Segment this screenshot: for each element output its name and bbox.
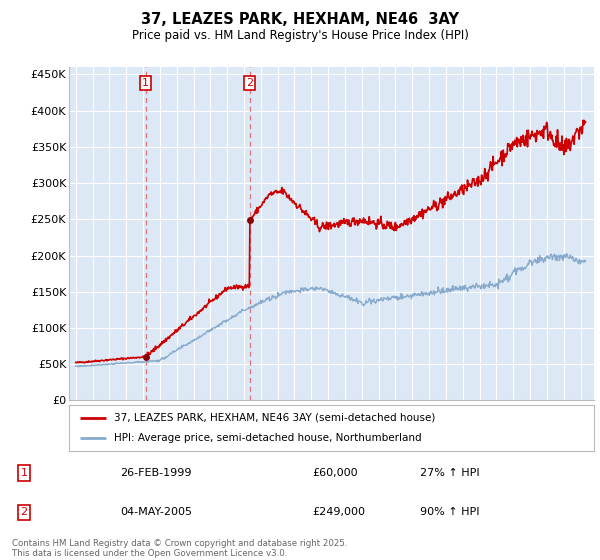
Text: 1: 1	[142, 78, 149, 88]
Text: 1: 1	[20, 468, 28, 478]
Text: HPI: Average price, semi-detached house, Northumberland: HPI: Average price, semi-detached house,…	[113, 433, 421, 443]
Text: 2: 2	[246, 78, 253, 88]
Text: Price paid vs. HM Land Registry's House Price Index (HPI): Price paid vs. HM Land Registry's House …	[131, 29, 469, 42]
Text: £249,000: £249,000	[312, 507, 365, 517]
Text: 2: 2	[20, 507, 28, 517]
Text: 27% ↑ HPI: 27% ↑ HPI	[420, 468, 479, 478]
Text: 37, LEAZES PARK, HEXHAM, NE46  3AY: 37, LEAZES PARK, HEXHAM, NE46 3AY	[141, 12, 459, 27]
Text: 26-FEB-1999: 26-FEB-1999	[120, 468, 191, 478]
Text: 37, LEAZES PARK, HEXHAM, NE46 3AY (semi-detached house): 37, LEAZES PARK, HEXHAM, NE46 3AY (semi-…	[113, 413, 435, 423]
Text: 04-MAY-2005: 04-MAY-2005	[120, 507, 192, 517]
Text: £60,000: £60,000	[312, 468, 358, 478]
Text: 90% ↑ HPI: 90% ↑ HPI	[420, 507, 479, 517]
Text: Contains HM Land Registry data © Crown copyright and database right 2025.
This d: Contains HM Land Registry data © Crown c…	[12, 539, 347, 558]
